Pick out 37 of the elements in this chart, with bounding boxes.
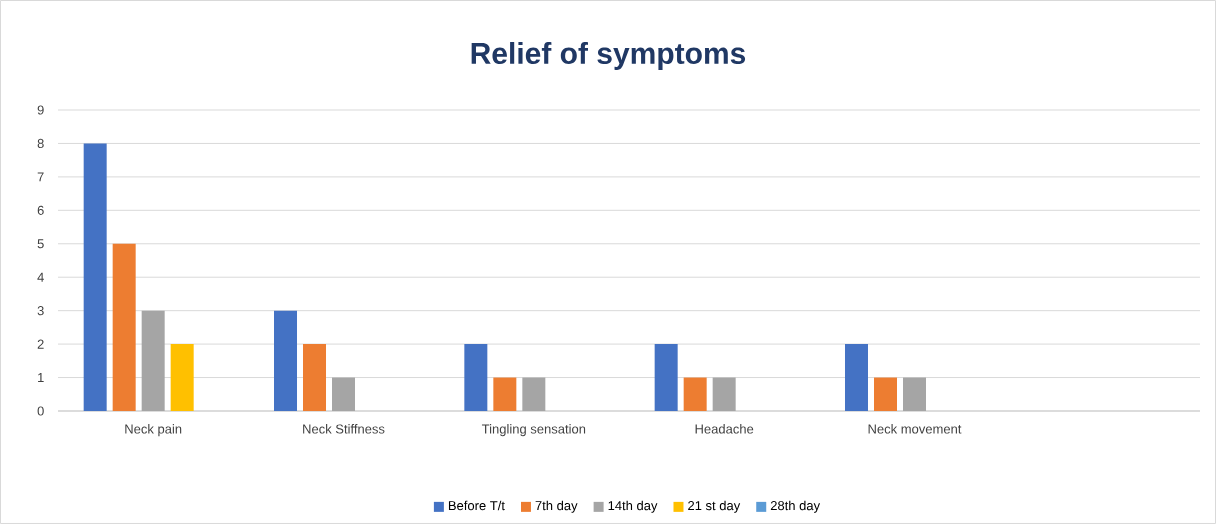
bar: [303, 344, 326, 411]
bar: [141, 310, 165, 411]
x-tick-label: Headache: [695, 424, 754, 434]
x-tick-label: Neck Stiffness: [303, 424, 385, 434]
y-tick-label: 5: [37, 239, 44, 249]
legend-label: 7th day: [535, 500, 578, 513]
y-tick-label: 8: [37, 138, 44, 149]
y-tick-label: 7: [37, 172, 44, 182]
bar: [83, 143, 107, 411]
bar: [654, 344, 678, 411]
bar: [844, 344, 868, 411]
y-tick-label: 4: [37, 272, 44, 282]
x-tick-label: Neck pain: [125, 424, 182, 437]
bar: [112, 243, 136, 411]
y-tick-label: 1: [38, 373, 44, 383]
bar: [903, 377, 926, 411]
y-tick-label: 0: [37, 406, 44, 416]
bar: [522, 377, 546, 411]
x-tick-label: Tingling sensation: [481, 424, 586, 437]
bar: [712, 377, 736, 411]
legend-label: Before T/t: [448, 500, 505, 511]
bar: [493, 377, 517, 411]
bar: [683, 377, 707, 411]
bar: [464, 344, 488, 411]
bar: [170, 344, 194, 411]
chart-title: Relief of symptoms: [471, 42, 746, 70]
x-tick-label: Neck movement: [868, 424, 962, 434]
legend-label: 28th day: [770, 500, 821, 513]
bar: [332, 377, 355, 411]
y-tick-label: 9: [37, 105, 44, 115]
legend-label: 14th day: [608, 500, 658, 513]
bar: [873, 377, 897, 411]
legend-label: 21 st day: [688, 500, 741, 513]
bar: [274, 310, 298, 411]
y-tick-label: 2: [37, 339, 44, 349]
y-tick-label: 6: [37, 205, 44, 215]
y-tick-label: 3: [37, 306, 44, 316]
